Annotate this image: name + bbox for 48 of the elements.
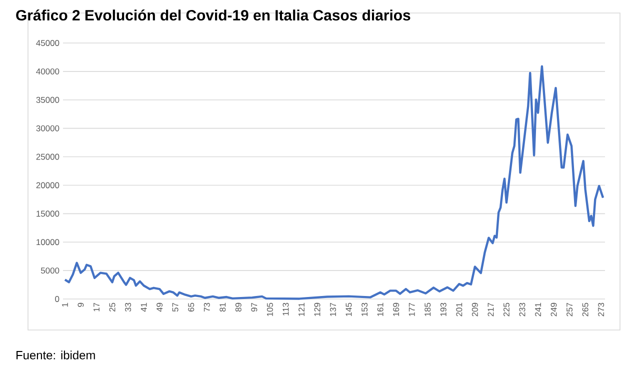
x-tick-label: 81: [220, 302, 226, 312]
x-tick-label: 161: [377, 302, 384, 316]
x-tick-label: 121: [298, 302, 304, 316]
x-tick-label: 169: [393, 302, 400, 316]
y-tick-label: 40000: [36, 68, 60, 74]
x-tick-label: 1: [62, 302, 68, 307]
x-tick-label: 273: [598, 302, 604, 316]
x-tick-label: 193: [440, 302, 446, 316]
x-tick-label: 249: [550, 302, 557, 316]
y-tick-label: 15000: [36, 210, 60, 217]
y-tick-label: 5000: [40, 268, 60, 274]
y-tick-label: 20000: [36, 182, 60, 188]
line-series: [64, 65, 604, 300]
x-tick-label: 105: [266, 302, 273, 316]
x-tick-label: 241: [535, 302, 541, 316]
x-tick-label: 97: [251, 302, 258, 312]
x-tick-label: 17: [94, 302, 100, 312]
y-tick-label: 25000: [36, 154, 60, 160]
x-tick-label: 209: [472, 302, 478, 316]
x-tick-label: 73: [204, 302, 210, 312]
y-tick-label: 45000: [36, 40, 60, 46]
x-tick-label: 89: [235, 302, 242, 312]
x-tick-label: 57: [172, 302, 178, 312]
x-tick-label: 137: [330, 302, 336, 316]
y-tick-label: 10000: [36, 239, 60, 246]
x-tick-label: 225: [503, 302, 510, 316]
y-tick-label: 0: [55, 296, 60, 302]
x-tick-label: 257: [566, 302, 573, 316]
y-tick-label: 35000: [36, 96, 60, 103]
source-note: Fuente: ibidem: [16, 350, 95, 360]
x-tick-label: 177: [408, 302, 415, 316]
x-tick-label: 233: [519, 302, 526, 316]
x-tick-label: 129: [314, 302, 320, 316]
x-tick-label: 265: [582, 302, 588, 316]
x-tick-label: 185: [424, 302, 431, 316]
x-tick-label: 49: [156, 302, 163, 312]
x-tick-label: 113: [282, 302, 289, 316]
x-tick-label: 25: [109, 302, 116, 312]
x-tick-label: 153: [362, 302, 368, 316]
x-tick-label: 41: [140, 302, 147, 312]
x-tick-label: 65: [188, 302, 194, 312]
chart-title: Gráfico 2 Evolución del Covid-19 en Italia Casos diarios: [16, 9, 410, 21]
x-tick-label: 201: [456, 302, 462, 316]
y-tick-label: 30000: [36, 125, 60, 132]
x-tick-label: 9: [78, 302, 84, 307]
x-tick-label: 145: [346, 302, 352, 316]
x-tick-label: 33: [125, 302, 132, 312]
x-tick-label: 217: [488, 302, 494, 316]
